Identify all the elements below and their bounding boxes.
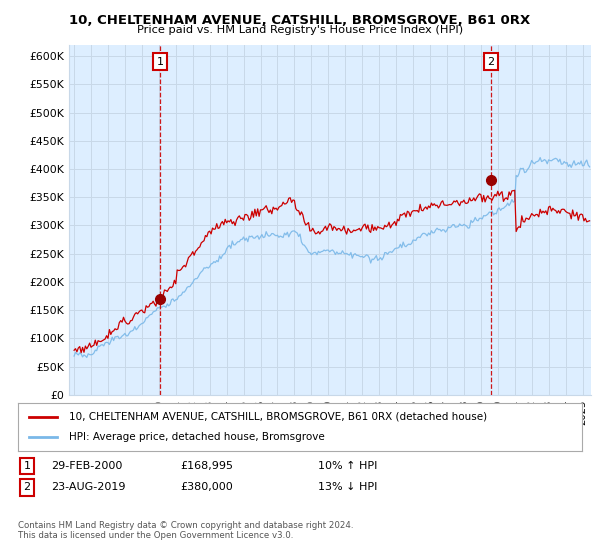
Text: 29-FEB-2000: 29-FEB-2000 [51,461,122,471]
Text: 1: 1 [157,57,164,67]
Text: 23-AUG-2019: 23-AUG-2019 [51,482,125,492]
Text: Price paid vs. HM Land Registry's House Price Index (HPI): Price paid vs. HM Land Registry's House … [137,25,463,35]
Text: Contains HM Land Registry data © Crown copyright and database right 2024.
This d: Contains HM Land Registry data © Crown c… [18,521,353,540]
Text: 10, CHELTENHAM AVENUE, CATSHILL, BROMSGROVE, B61 0RX (detached house): 10, CHELTENHAM AVENUE, CATSHILL, BROMSGR… [69,412,487,422]
Text: 2: 2 [487,57,494,67]
Text: 2: 2 [23,482,31,492]
Text: HPI: Average price, detached house, Bromsgrove: HPI: Average price, detached house, Brom… [69,432,325,442]
Text: 13% ↓ HPI: 13% ↓ HPI [318,482,377,492]
Text: £380,000: £380,000 [180,482,233,492]
Text: £168,995: £168,995 [180,461,233,471]
Text: 1: 1 [23,461,31,471]
Text: 10% ↑ HPI: 10% ↑ HPI [318,461,377,471]
Text: 10, CHELTENHAM AVENUE, CATSHILL, BROMSGROVE, B61 0RX: 10, CHELTENHAM AVENUE, CATSHILL, BROMSGR… [70,14,530,27]
